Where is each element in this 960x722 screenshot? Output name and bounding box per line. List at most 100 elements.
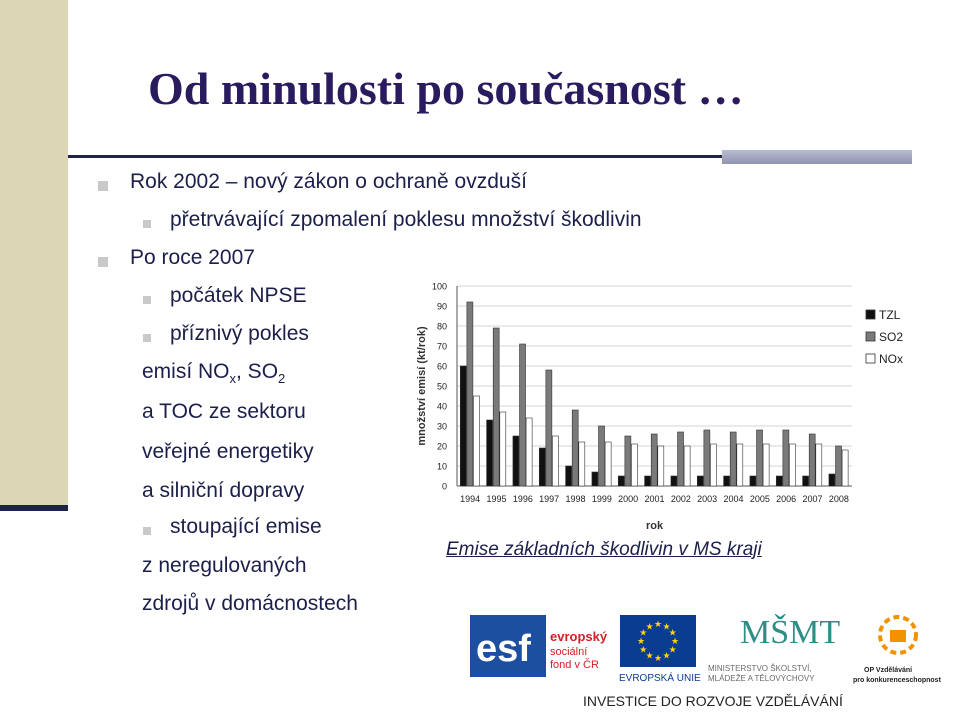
x-tick-label: 1994 bbox=[460, 494, 480, 504]
x-tick-label: 1996 bbox=[513, 494, 533, 504]
emissions-chart-svg: 0 10 20 30 40 50 60 70 80 90 100 1994 1995 1996 1997 19… bbox=[416, 282, 903, 533]
y-tick-label: 30 bbox=[437, 422, 447, 432]
bar bbox=[749, 475, 757, 487]
bar bbox=[598, 425, 605, 487]
legend-label: NOx bbox=[879, 352, 903, 366]
bar bbox=[617, 475, 625, 487]
y-tick-label: 90 bbox=[437, 302, 447, 312]
op-text-line: OP Vzdělávání bbox=[864, 667, 913, 674]
msmt-text-line: MLÁDEŽE A TĚLOVÝCHOVY bbox=[708, 674, 815, 683]
bar bbox=[789, 443, 796, 487]
bar bbox=[499, 411, 507, 487]
sub-bullet-square-icon bbox=[143, 334, 151, 342]
bar bbox=[723, 475, 730, 487]
x-tick-label: 1995 bbox=[486, 494, 506, 504]
bar bbox=[762, 443, 770, 487]
y-tick-label: 0 bbox=[442, 482, 447, 492]
eu-star-icon: ★ bbox=[662, 621, 670, 631]
title-rule-bar bbox=[722, 150, 912, 164]
bar bbox=[473, 395, 480, 487]
op-text-line: pro konkurenceschopnost bbox=[853, 677, 942, 684]
bar bbox=[650, 433, 658, 487]
bar bbox=[578, 441, 586, 487]
y-tick-label: 100 bbox=[432, 282, 447, 292]
eu-star-icon: ★ bbox=[645, 651, 653, 661]
x-tick-label: 1998 bbox=[565, 494, 585, 504]
legend-swatch bbox=[865, 331, 876, 342]
eu-flag bbox=[620, 615, 696, 667]
bar bbox=[670, 475, 678, 487]
bar bbox=[545, 369, 553, 487]
legend-swatch bbox=[865, 309, 876, 320]
legend-label: SO2 bbox=[879, 330, 903, 344]
bar bbox=[808, 433, 816, 487]
esf-text-line: fond v ČR bbox=[550, 658, 599, 671]
msmt-logo: MŠMT MINISTERSTVO ŠKOLSTVÍ, MLÁDEŽE A TĚ… bbox=[708, 613, 840, 683]
eu-text: EVROPSKÁ UNIE bbox=[619, 671, 701, 684]
bar bbox=[604, 441, 612, 487]
x-tick-label: 1997 bbox=[539, 494, 559, 504]
y-tick-label: 70 bbox=[437, 342, 447, 352]
op-logo: OP Vzdělávání pro konkurenceschopnost bbox=[853, 615, 942, 684]
esf-logo: esf evropský sociální fond v ČR bbox=[470, 615, 608, 677]
y-tick-label: 50 bbox=[437, 382, 447, 392]
eu-star-icon: ★ bbox=[645, 621, 653, 631]
slide-title: Od minulosti po současnost … bbox=[148, 63, 744, 114]
eu-star-icon: ★ bbox=[669, 628, 677, 638]
bar bbox=[835, 445, 842, 487]
sub-bullet-square-icon bbox=[143, 296, 151, 304]
msmt-text-line: MINISTERSTVO ŠKOLSTVÍ, bbox=[708, 664, 812, 673]
eu-star-icon: ★ bbox=[662, 651, 670, 661]
x-tick-label: 1999 bbox=[592, 494, 612, 504]
eu-star-icon: ★ bbox=[654, 653, 662, 663]
y-tick-label: 10 bbox=[437, 462, 447, 472]
legend-swatch bbox=[865, 353, 876, 364]
y-tick-label: 60 bbox=[437, 362, 447, 372]
bullet-rising-line: zdrojů v domácnostech bbox=[142, 592, 358, 615]
bar bbox=[683, 445, 691, 487]
bar bbox=[696, 475, 704, 487]
bar bbox=[466, 301, 474, 487]
bullet-square-icon bbox=[98, 257, 108, 267]
bar bbox=[492, 327, 500, 487]
x-tick-label: 2007 bbox=[802, 494, 822, 504]
bar bbox=[571, 409, 579, 487]
side-band bbox=[0, 0, 68, 510]
eu-star-icon: ★ bbox=[639, 628, 647, 638]
bar bbox=[802, 475, 809, 487]
bar bbox=[591, 471, 599, 487]
logo-strip-svg: esf evropský sociální fond v ČR ★ ★★★★★★★… bbox=[470, 613, 942, 709]
bar bbox=[565, 465, 572, 487]
bar bbox=[828, 473, 836, 487]
op-house-icon bbox=[890, 630, 906, 642]
bar bbox=[703, 429, 711, 487]
bar bbox=[525, 417, 533, 487]
bullet-square-icon bbox=[98, 181, 108, 191]
bar bbox=[710, 443, 717, 487]
bar bbox=[486, 419, 493, 487]
side-band-accent bbox=[0, 505, 68, 511]
bullet-decline: příznivý pokles bbox=[170, 322, 309, 345]
bar bbox=[512, 435, 520, 487]
sub-bullet-square-icon bbox=[143, 527, 151, 535]
bullet-rising: stoupající emise bbox=[170, 515, 322, 538]
eu-star-icon: ★ bbox=[639, 645, 647, 655]
eu-star-icon: ★ bbox=[669, 645, 677, 655]
x-tick-label: 2003 bbox=[697, 494, 717, 504]
bar bbox=[815, 443, 823, 487]
bar bbox=[519, 343, 526, 487]
title-rule bbox=[68, 155, 723, 158]
bar bbox=[552, 435, 559, 487]
bullet-npse: počátek NPSE bbox=[170, 284, 307, 307]
bullet-decline-line: a TOC ze sektoru bbox=[142, 400, 306, 423]
logo-strip: esf evropský sociální fond v ČR ★ ★ ★ ★ ★ ★ ★ ★… bbox=[458, 605, 960, 717]
x-tick-label: 2006 bbox=[776, 494, 796, 504]
x-tick-label: 2002 bbox=[671, 494, 691, 504]
eu-flag-logo: ★ ★★★★★★★★★★★ EVROPSKÁ UNIE bbox=[619, 615, 701, 684]
bar bbox=[657, 445, 665, 487]
bullet-law-2002: Rok 2002 – nový zákon o ochraně ovzduší bbox=[130, 170, 527, 193]
msmt-mark: MŠMT bbox=[740, 613, 840, 651]
bar bbox=[631, 443, 638, 487]
bar bbox=[756, 429, 763, 487]
x-tick-label: 2000 bbox=[618, 494, 638, 504]
